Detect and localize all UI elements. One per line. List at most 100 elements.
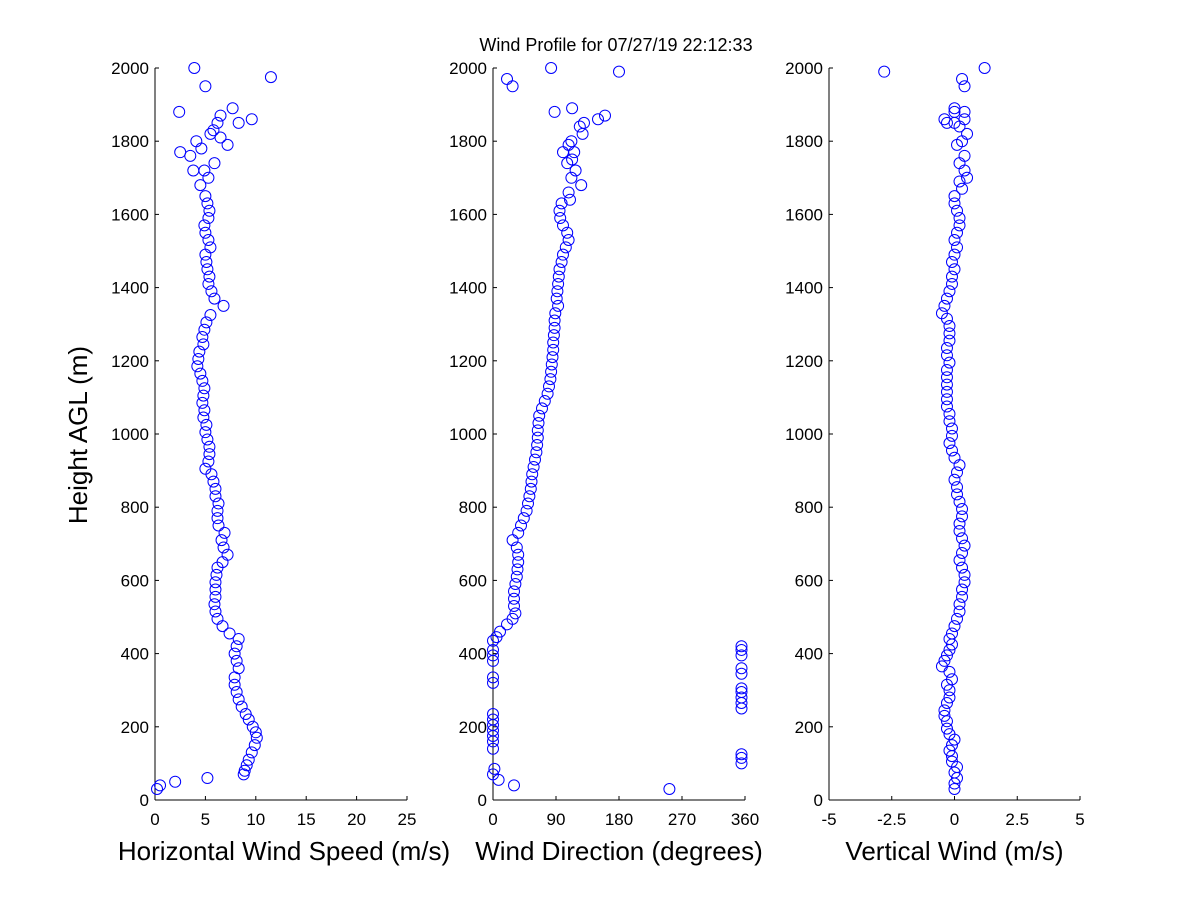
data-point (550, 292, 563, 305)
y-tick-label: 200 (459, 718, 487, 737)
data-point (951, 241, 964, 254)
data-point (520, 504, 533, 517)
data-point (209, 490, 222, 503)
x-tick-label: 5 (201, 810, 210, 829)
data-point (203, 204, 216, 217)
data-point (245, 746, 258, 759)
data-point (545, 62, 558, 74)
data-point (569, 164, 582, 177)
data-point (562, 234, 575, 247)
y-axis-label: Height AGL (m) (63, 346, 93, 524)
data-point (494, 625, 506, 638)
y-tick-label: 1200 (449, 352, 487, 371)
data-point (532, 417, 545, 430)
wind-direction-panel: 0 200 400 600 800 1000 1200 1400 1600 1800 2000 0 90… (449, 59, 763, 866)
speed-x-axis-label: Horizontal Wind Speed (m/s) (118, 836, 450, 866)
data-point (938, 704, 951, 717)
data-point (242, 713, 255, 726)
data-point (200, 418, 213, 431)
data-point (522, 497, 534, 510)
data-point (201, 197, 214, 210)
data-point (208, 292, 221, 305)
x-tick-label: 10 (246, 810, 265, 829)
data-point (578, 116, 590, 129)
data-point (232, 632, 245, 645)
data-point (212, 497, 225, 510)
data-point (191, 360, 204, 373)
data-point (948, 234, 961, 247)
data-point (512, 526, 525, 539)
x-tick-label: -2.5 (877, 810, 906, 829)
y-tick-label: 1800 (785, 132, 823, 151)
data-point (248, 739, 261, 752)
y-tick-label: 1200 (785, 352, 823, 371)
data-point (559, 241, 572, 254)
data-point (208, 157, 221, 170)
data-point (940, 341, 953, 354)
data-point (198, 382, 211, 395)
data-point (508, 600, 520, 613)
y-tick-label: 400 (459, 645, 487, 664)
data-point (194, 179, 207, 192)
x-tick-label: 90 (547, 810, 566, 829)
data-point (951, 612, 964, 625)
data-point (956, 510, 969, 523)
data-point (940, 400, 953, 413)
data-point (211, 116, 224, 129)
data-point (553, 263, 566, 276)
data-point (948, 197, 961, 210)
data-point (573, 120, 586, 133)
data-point (552, 277, 565, 290)
data-point (509, 607, 522, 620)
y-tick-label: 800 (459, 498, 487, 517)
data-point (228, 678, 241, 691)
data-point (945, 627, 958, 640)
data-point (169, 775, 182, 788)
data-point (951, 488, 964, 501)
data-point (226, 102, 239, 115)
data-point (487, 649, 499, 662)
data-point (943, 327, 956, 340)
data-point (221, 548, 234, 561)
data-point (210, 568, 223, 581)
data-point (951, 466, 964, 479)
data-point (945, 755, 958, 768)
data-point (956, 590, 969, 603)
data-point (548, 314, 561, 327)
data-point (599, 109, 611, 122)
data-point (956, 583, 969, 596)
data-point (555, 255, 568, 268)
data-point (940, 378, 953, 391)
x-tick-label: 180 (605, 810, 633, 829)
data-point (948, 783, 961, 796)
data-point (211, 504, 224, 517)
data-point (215, 534, 228, 547)
data-point (525, 475, 538, 488)
data-point (940, 363, 953, 376)
data-point (235, 700, 248, 713)
data-point (545, 358, 558, 371)
data-point (194, 367, 207, 380)
data-point (958, 568, 971, 581)
data-point (938, 113, 951, 126)
y-tick-label: 200 (795, 718, 823, 737)
data-point (207, 124, 220, 137)
data-point (956, 182, 969, 195)
y-tick-label: 2000 (449, 59, 487, 78)
y-tick-label: 2000 (111, 59, 149, 78)
data-point (506, 80, 519, 93)
data-point (735, 751, 748, 764)
y-tick-label: 800 (795, 498, 823, 517)
data-point (555, 197, 568, 210)
data-point (531, 438, 544, 451)
data-point (557, 219, 569, 232)
data-point (204, 309, 217, 322)
data-point (487, 768, 499, 781)
data-point (547, 329, 560, 342)
y-tick-label: 1000 (111, 425, 149, 444)
y-tick-label: 600 (459, 571, 487, 590)
data-point (565, 135, 578, 148)
data-point (948, 766, 961, 779)
data-point (209, 576, 222, 589)
data-point (228, 647, 241, 660)
